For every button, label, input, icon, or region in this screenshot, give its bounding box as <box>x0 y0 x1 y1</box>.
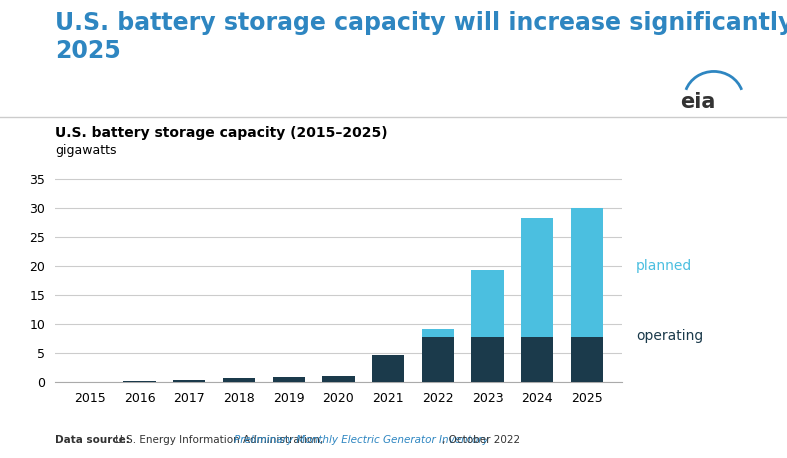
Bar <box>471 270 504 337</box>
Bar <box>471 337 504 382</box>
Text: Data source:: Data source: <box>55 435 130 445</box>
Bar <box>521 218 553 337</box>
Text: U.S. battery storage capacity (2015–2025): U.S. battery storage capacity (2015–2025… <box>55 126 388 140</box>
Text: Preliminary Monthly Electric Generator Inventory: Preliminary Monthly Electric Generator I… <box>234 435 489 445</box>
Bar <box>272 377 305 382</box>
Bar <box>372 355 405 382</box>
Bar <box>422 329 454 337</box>
Bar <box>173 380 205 382</box>
Text: U.S. battery storage capacity will increase significantly by: U.S. battery storage capacity will incre… <box>55 11 787 35</box>
Text: U.S. Energy Information Administration,: U.S. Energy Information Administration, <box>112 435 327 445</box>
Bar <box>571 337 603 382</box>
Text: operating: operating <box>636 329 703 343</box>
Text: 2025: 2025 <box>55 39 121 63</box>
Bar <box>223 378 255 382</box>
Bar <box>322 376 355 382</box>
Bar <box>521 337 553 382</box>
Text: gigawatts: gigawatts <box>55 144 116 157</box>
Text: , October 2022: , October 2022 <box>442 435 520 445</box>
Bar <box>124 381 156 382</box>
Text: eia: eia <box>681 92 715 112</box>
Text: planned: planned <box>636 259 692 273</box>
Bar <box>571 208 603 337</box>
Bar <box>422 337 454 382</box>
